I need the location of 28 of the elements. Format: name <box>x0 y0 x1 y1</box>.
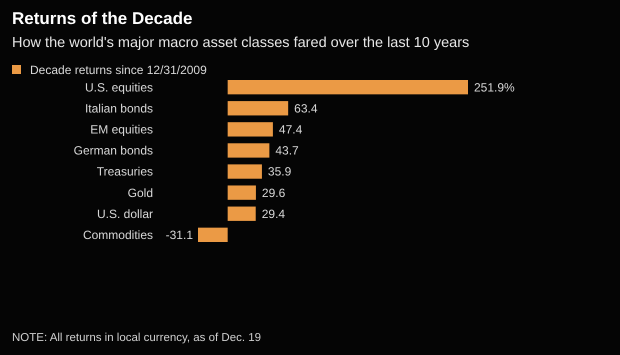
y-tick-label: U.S. dollar <box>96 206 153 221</box>
data-label: 251.9% <box>474 80 516 94</box>
y-tick-label: German bonds <box>74 144 153 158</box>
data-label: 47.4 <box>278 122 303 137</box>
text: NOTE: All returns in local currency, as of Dec. 19 <box>12 332 262 344</box>
y-tick-label: Commodities <box>82 228 153 242</box>
bar <box>228 80 468 94</box>
chart-subtitle: How the world's major macro asset classes fared over the last 10 years <box>12 35 470 51</box>
bar <box>198 228 228 242</box>
bar <box>228 143 270 158</box>
bar <box>228 164 262 179</box>
bar <box>228 122 273 137</box>
bar <box>228 206 256 221</box>
chart-title: Returns of the Decade <box>12 9 192 28</box>
data-label: 29.4 <box>262 206 286 221</box>
y-tick-label: U.S. equities <box>84 80 153 94</box>
data-label: 35.9 <box>268 164 292 179</box>
y-tick-label: Italian bonds <box>84 101 153 116</box>
data-label: 43.7 <box>275 144 300 158</box>
bar <box>228 185 256 200</box>
data-label: -31.1 <box>166 228 194 242</box>
y-tick-label: EM equities <box>90 122 153 137</box>
y-tick-label: Gold <box>128 186 153 200</box>
y-tick-label: Treasuries <box>96 164 153 179</box>
bar <box>228 101 288 116</box>
data-label: 29.6 <box>262 186 286 200</box>
legend-label: Decade returns since 12/31/2009 <box>30 63 208 78</box>
data-label: 63.4 <box>294 101 318 116</box>
